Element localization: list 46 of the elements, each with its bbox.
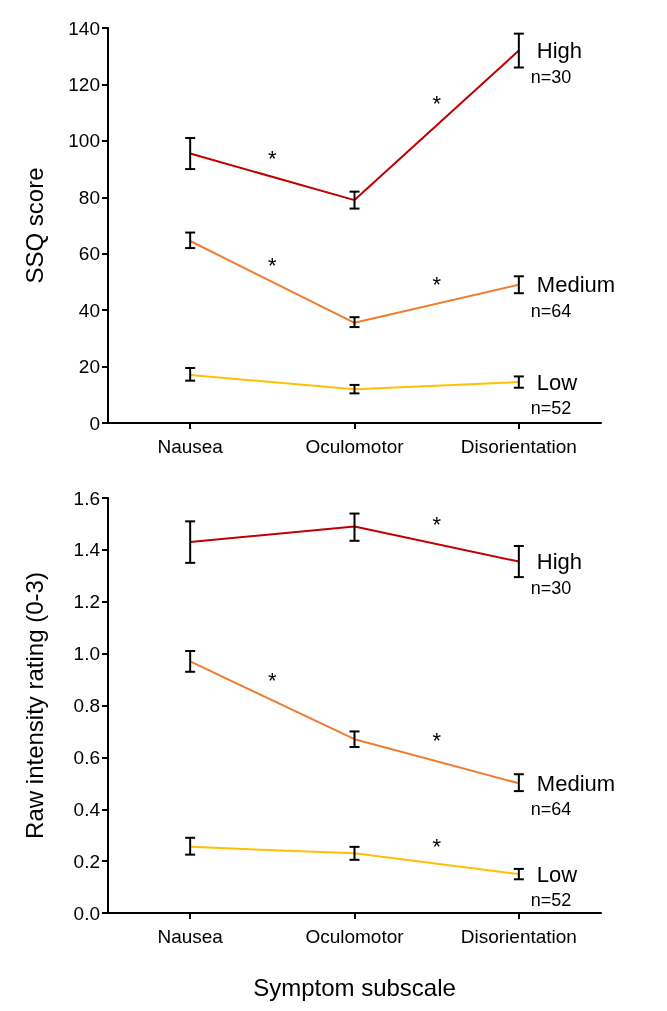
annotation: n=30: [530, 66, 572, 87]
y-tick-label: 20: [78, 356, 100, 378]
y-tick-label: 60: [78, 243, 100, 265]
y-tick-label: 0.4: [73, 798, 101, 820]
annotation: *: [432, 272, 442, 298]
annotation: *: [432, 834, 442, 860]
y-tick-label: 0.2: [73, 850, 100, 872]
y-tick-label: 40: [78, 299, 100, 321]
x-axis-title: Symptom subscale: [253, 973, 456, 1001]
y-tick-label: 0.8: [73, 695, 100, 716]
x-tick-label: Nausea: [157, 926, 224, 947]
y-tick-label: 120: [68, 73, 100, 95]
x-tick-label: Nausea: [157, 436, 224, 457]
y-tick-label: 1.2: [73, 591, 100, 613]
annotation: *: [268, 145, 278, 171]
x-tick-label: Disorientation: [460, 926, 577, 947]
series-label: High: [536, 549, 583, 575]
annotation: n=52: [530, 398, 572, 419]
annotation: *: [432, 512, 442, 538]
y-tick-label: 0.0: [73, 902, 100, 924]
annotation: *: [268, 668, 278, 694]
series-label: High: [536, 38, 583, 64]
y-tick-label: 80: [78, 186, 100, 208]
x-tick-label: Oculomotor: [305, 436, 405, 457]
annotation: n=64: [530, 799, 572, 820]
series-label: Medium: [536, 272, 616, 298]
annotation: n=30: [530, 577, 572, 598]
series-label: Low: [536, 369, 578, 395]
series-label: Low: [536, 861, 578, 887]
y-tick-label: 1.4: [73, 539, 101, 561]
y-tick-label: 1.0: [73, 643, 100, 665]
y-tick-label: 0.6: [73, 746, 100, 768]
y-tick-label: 0: [89, 412, 100, 434]
y-tick-label: 140: [68, 17, 100, 39]
x-tick-label: Oculomotor: [305, 926, 405, 947]
y-axis-title: Raw intensity rating (0-3): [20, 572, 48, 839]
x-tick-label: Disorientation: [460, 436, 577, 457]
y-axis-title: SSQ score: [20, 167, 48, 284]
y-tick-label: 1.6: [73, 487, 100, 509]
annotation: *: [432, 728, 442, 754]
annotation: *: [432, 90, 442, 116]
annotation: n=52: [530, 890, 572, 911]
annotation: *: [268, 252, 278, 278]
series-label: Medium: [536, 770, 616, 796]
annotation: n=64: [530, 300, 572, 321]
y-tick-label: 100: [68, 130, 100, 152]
